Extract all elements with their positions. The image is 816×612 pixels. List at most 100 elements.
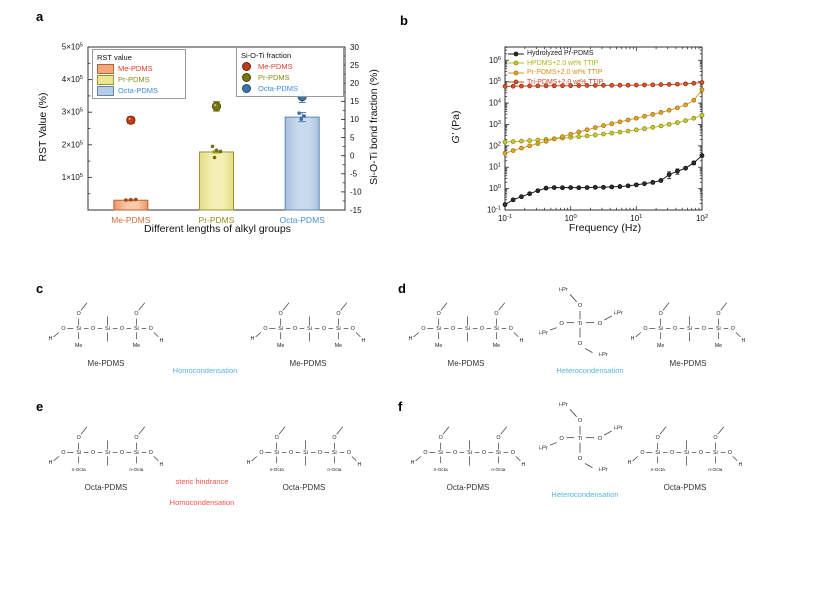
svg-text:H: H (362, 338, 366, 344)
svg-text:O: O (702, 326, 706, 332)
svg-text:Me: Me (277, 343, 284, 349)
svg-text:10: 10 (350, 115, 359, 124)
svg-text:O: O (120, 326, 124, 332)
si-o-ti-fraction-legend: Si-O-Ti fraction Me-PDMS Pr-PDMS Octa-PDMS (236, 47, 344, 97)
svg-text:n-Octa: n-Octa (434, 467, 448, 472)
svg-text:O: O (640, 450, 644, 456)
svg-text:H: H (49, 336, 53, 342)
legend-label: Pr-PDMS+2.0 wt% TTIP (527, 69, 603, 76)
legend-marker-dot (242, 73, 251, 82)
svg-text:O: O (263, 326, 267, 332)
svg-text:O: O (77, 311, 81, 317)
legend-item: Me-PDMS (97, 63, 181, 74)
svg-text:O: O (351, 326, 355, 332)
legend-item: Pr-PDMS (97, 74, 181, 85)
svg-text:n-Octa: n-Octa (708, 467, 722, 472)
svg-text:Me: Me (435, 343, 442, 349)
svg-text:O: O (91, 450, 95, 456)
svg-text:O: O (511, 450, 515, 456)
legend-label: Hydrolyzed Pr-PDMS (527, 50, 594, 57)
svg-text:H: H (358, 462, 362, 468)
svg-text:H: H (631, 336, 635, 342)
rheology-legend: Hydrolyzed Pr-PDMS HPDMS+2.0 wt% TTIP Pr-P… (508, 49, 603, 87)
svg-text:Si: Si (467, 450, 472, 456)
svg-text:O: O (670, 450, 674, 456)
legend-marker-line (508, 60, 524, 66)
svg-text:-10: -10 (350, 188, 362, 197)
svg-text:Si: Si (303, 450, 308, 456)
svg-text:O: O (149, 326, 153, 332)
svg-text:O: O (509, 326, 513, 332)
legend-label: Octa-PDMS (258, 84, 299, 93)
svg-text:Me: Me (657, 343, 664, 349)
svg-text:101: 101 (630, 214, 642, 223)
me-pdms-structure: H O Si O Me O Si O Si O Me O H (409, 302, 524, 349)
me-pdms-molecule-d-right: H O Si O Me O Si O Si O Me O H Me-PDMS (628, 292, 748, 368)
svg-text:O: O (322, 326, 326, 332)
svg-text:Si: Si (336, 326, 341, 332)
svg-text:H: H (739, 462, 743, 468)
me-pdms-structure: H O Si O Me O Si O Si O Me O H (631, 302, 746, 349)
svg-text:O: O (482, 450, 486, 456)
svg-text:Si: Si (436, 326, 441, 332)
molecule-name: Me-PDMS (447, 359, 485, 368)
svg-text:102: 102 (696, 214, 708, 223)
svg-text:H: H (411, 460, 415, 466)
panel-a-label: a (36, 9, 44, 24)
legend-marker-line (508, 79, 524, 85)
svg-text:O: O (91, 326, 95, 332)
svg-text:O: O (275, 435, 279, 441)
svg-text:Ti: Ti (578, 321, 583, 327)
svg-text:O: O (480, 326, 484, 332)
svg-text:O: O (149, 450, 153, 456)
svg-text:Si: Si (105, 326, 110, 332)
panel-f-label: f (398, 399, 403, 414)
svg-text:Pr-PDMS: Pr-PDMS (199, 215, 235, 225)
octa-pdms-structure: H O Si On-Octa O Si O Si On-Octa O H (49, 426, 164, 472)
svg-text:Me: Me (493, 343, 500, 349)
svg-text:O: O (699, 450, 703, 456)
svg-text:-15: -15 (350, 206, 362, 215)
svg-text:O: O (643, 326, 647, 332)
heterocondensation-annotation: Heterocondensation (551, 490, 619, 499)
svg-text:n-Octa: n-Octa (327, 467, 341, 472)
svg-text:O: O (120, 450, 124, 456)
legend-marker-line (508, 70, 524, 76)
panel-c-label: c (36, 281, 44, 296)
legend-swatch (97, 74, 114, 85)
svg-text:i-Pr: i-Pr (599, 467, 608, 473)
heterocondensation-annotation: Heterocondensation (556, 366, 624, 375)
octa-pdms-structure: H O Si On-Octa O Si O Si On-Octa O H (247, 426, 362, 472)
molecule-name: Octa-PDMS (663, 483, 707, 492)
modulus-frequency-chart: 10-1 100 101 102 103 104 105 106 10-1 100 101 102 (487, 46, 708, 223)
ttip-structure: Ti Oi-Pr Oi-Pr Oi-Pr Oi-Pr (539, 287, 623, 358)
svg-text:101: 101 (489, 163, 501, 172)
svg-text:H: H (742, 338, 746, 344)
svg-text:Si: Si (274, 450, 279, 456)
svg-text:O: O (578, 418, 583, 424)
me-pdms-molecule-c-right: H O Si O Me O Si O Si O Me O H Me-PDMS (248, 292, 368, 368)
legend-item: Pr-PDMS+2.0 wt% TTIP (508, 68, 603, 78)
svg-text:O: O (336, 311, 340, 317)
svg-text:O: O (347, 450, 351, 456)
svg-text:H: H (49, 460, 53, 466)
svg-text:O: O (496, 435, 500, 441)
svg-text:O: O (728, 450, 732, 456)
rst-bar-chart: 1×105 2×105 3×105 4×105 5×105 -15 -10 -5 0 5 10 15 2… (62, 43, 362, 226)
svg-text:Si: Si (684, 450, 689, 456)
legend-swatch (97, 85, 114, 96)
svg-text:Si: Si (716, 326, 721, 332)
svg-text:i-Pr: i-Pr (559, 402, 568, 408)
svg-text:Si: Si (713, 450, 718, 456)
modulus-y-axis-label: G' (Pa) (450, 42, 462, 212)
molecule-name: Me-PDMS (669, 359, 707, 368)
svg-text:n-Octa: n-Octa (270, 467, 284, 472)
molecule-name: Me-PDMS (289, 359, 327, 368)
svg-text:O: O (598, 436, 603, 442)
legend-label: Me-PDMS (258, 62, 293, 71)
me-pdms-structure: H O Si O Me O Si O Si O Me O H (49, 302, 164, 349)
legend-label: Tri-PDMS+2.0 wt% TTIP (527, 78, 604, 86)
svg-text:O: O (598, 321, 603, 327)
